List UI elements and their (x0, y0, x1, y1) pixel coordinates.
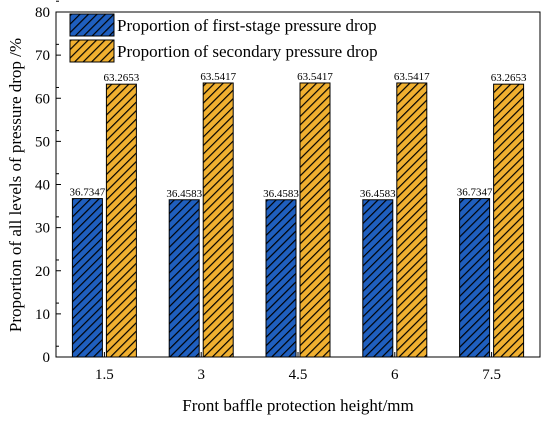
y-tick-label: 50 (35, 134, 50, 150)
bar-series-2 (299, 82, 331, 358)
bar-value-label: 63.5417 (394, 71, 430, 83)
bar-value-label: 36.4583 (166, 188, 202, 200)
bar-series-1 (459, 198, 491, 358)
bar-labels-layer: 36.7347 36.4583 36.4583 36.4583 36.7347 63.26… (70, 71, 527, 200)
y-axis: 0 10 20 30 40 50 60 70 80 (35, 0, 61, 366)
y-tick-label: 80 (35, 5, 50, 21)
x-tick-label: 6 (391, 367, 399, 383)
legend-label-2: Proportion of secondary pressure drop (117, 42, 378, 61)
bar-series-1 (265, 199, 297, 358)
y-tick-label: 40 (35, 178, 50, 194)
y-tick-label: 10 (35, 307, 50, 323)
bars-layer (71, 82, 525, 358)
bar-series-1 (71, 198, 103, 358)
y-tick-label: 70 (35, 48, 50, 64)
y-tick-label: 20 (35, 264, 50, 280)
legend: Proportion of first-stage pressure drop P… (69, 13, 378, 63)
bar-series-2 (396, 82, 428, 358)
bar-value-label: 36.4583 (263, 188, 299, 200)
bar-series-1 (168, 199, 200, 358)
bar-value-label: 36.4583 (360, 188, 396, 200)
x-tick-label: 4.5 (289, 367, 308, 383)
x-tick-label: 7.5 (482, 367, 501, 383)
bar-value-label: 63.2653 (491, 72, 527, 84)
bar-series-1 (362, 199, 394, 358)
x-axis: 1.5 3 4.5 6 7.5 (95, 352, 501, 383)
x-tick-label: 1.5 (95, 367, 114, 383)
bar-series-2 (105, 83, 137, 358)
y-tick-label: 0 (43, 350, 51, 366)
bar-series-2 (493, 83, 525, 358)
legend-label-1: Proportion of first-stage pressure drop (117, 16, 377, 35)
y-tick-label: 30 (35, 221, 50, 237)
x-axis-label: Front baffle protection height/mm (182, 396, 414, 415)
bar-value-label: 63.5417 (297, 71, 333, 83)
legend-swatch-2 (69, 39, 115, 63)
legend-swatch-1 (69, 13, 115, 37)
bar-value-label: 63.2653 (104, 72, 140, 84)
y-axis-label: Proportion of all levels of pressure dro… (6, 38, 25, 332)
bar-series-2 (202, 82, 234, 358)
bar-value-label: 36.7347 (457, 187, 493, 199)
y-tick-label: 60 (35, 91, 50, 107)
bar-value-label: 63.5417 (200, 71, 236, 83)
x-tick-label: 3 (197, 367, 205, 383)
bar-value-label: 36.7347 (70, 187, 106, 199)
